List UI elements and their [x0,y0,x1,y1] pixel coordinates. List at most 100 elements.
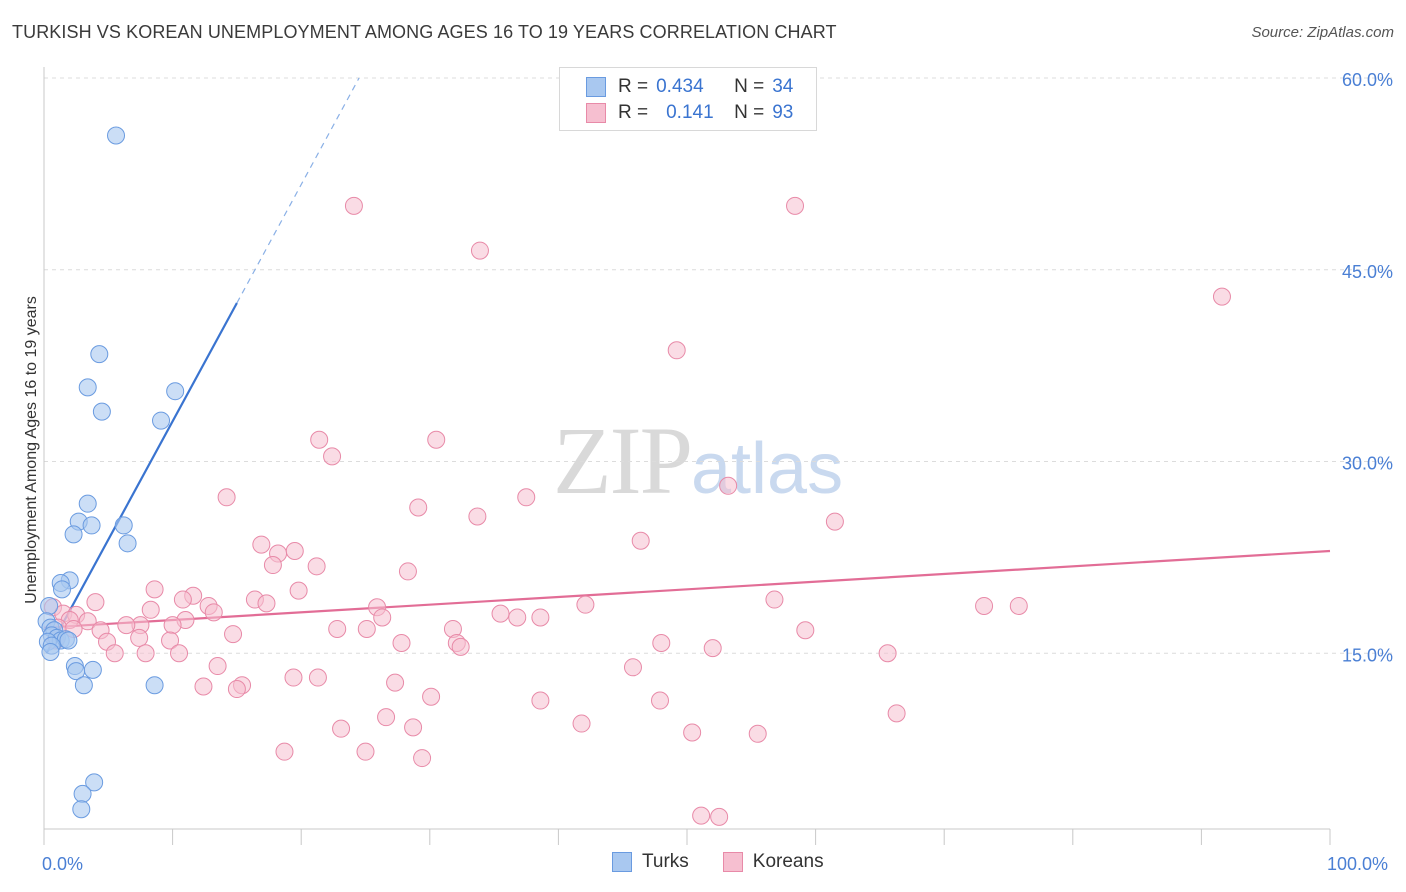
koreans-point [173,590,192,609]
koreans-point [289,581,308,600]
koreans-point [332,719,351,738]
koreans-point [357,619,376,638]
axes [43,67,1330,830]
koreans-point [86,593,105,612]
koreans-point [356,742,375,761]
legend-item-koreans: Koreans [722,851,824,873]
koreans-point [117,616,136,635]
source-credit: Source: ZipAtlas.com [1251,24,1394,41]
turks-point [85,773,104,792]
koreans-point [285,541,304,560]
chart-title: TURKISH VS KOREAN UNEMPLOYMENT AMONG AGE… [12,22,837,42]
turks-swatch [586,77,606,97]
koreans-point [78,612,97,631]
koreans-point [422,687,441,706]
koreans-point [310,430,329,449]
koreans-point [130,628,149,647]
koreans-point [468,507,487,526]
legend-item-turks: Turks [612,851,689,873]
koreans-point [491,604,510,623]
koreans-point [652,634,671,653]
turks-point [152,411,171,430]
koreans-point [683,723,702,742]
koreans-point [163,616,182,635]
turks-point [107,126,126,145]
x-tick-label-max: 100.0% [1327,854,1388,874]
turks-point [78,494,97,513]
koreans-point [227,680,246,699]
y-tick-label: 15.0% [1342,645,1393,665]
koreans-point [748,724,767,743]
x-ticks [43,829,1331,845]
turks-point [166,382,185,401]
koreans-legend-swatch [722,852,743,872]
legend-row-turks: R = 0.434 N = 34 [586,75,793,99]
legend-row-koreans: R = 0.141 N = 93 [586,101,793,125]
koreans-point [796,621,815,640]
koreans-point [373,608,392,627]
koreans-point [145,580,164,599]
koreans-r-value: 0.141 [666,102,714,123]
series-legend: Turks Koreans [612,851,858,873]
koreans-point [105,644,124,663]
koreans-point [284,668,303,687]
turks-trend-extension [236,77,360,304]
koreans-points [44,196,1231,826]
koreans-point [194,677,213,696]
koreans-point [409,498,428,517]
koreans-point [667,341,686,360]
koreans-point [377,708,396,727]
y-tick-label: 45.0% [1342,262,1393,282]
koreans-point [257,594,276,613]
koreans-point [141,600,160,619]
koreans-point [307,557,326,576]
koreans-legend-label: Koreans [752,851,824,872]
koreans-point [208,657,227,676]
turks-n-value: 34 [772,76,794,97]
koreans-point [975,596,994,615]
koreans-point [887,704,906,723]
turks-point [53,580,72,599]
koreans-point [825,512,844,531]
koreans-point [650,691,669,710]
koreans-point [710,807,729,826]
koreans-point [531,608,550,627]
turks-point [118,534,137,553]
turks-r-label: R = [618,76,649,97]
turks-point [114,516,133,535]
x-tick-label-min: 0.0% [42,854,83,874]
koreans-r-label: R = [618,102,649,123]
koreans-point [398,562,417,581]
koreans-point [136,644,155,663]
koreans-point [631,531,650,550]
y-tick-label: 30.0% [1342,454,1393,474]
watermark-atlas: atlas [691,429,844,509]
koreans-point [308,668,327,687]
turks-legend-swatch [612,852,632,872]
koreans-point [344,196,363,215]
turks-point [145,676,164,695]
koreans-point [224,625,243,644]
koreans-point [517,488,536,507]
turks-point [83,660,102,679]
turks-point [73,784,92,803]
y-axis-label: Unemployment Among Ages 16 to 19 years [23,296,40,604]
koreans-point [1009,596,1028,615]
koreans-point [576,595,595,614]
turks-point [72,800,91,819]
koreans-point [878,644,897,663]
koreans-trend-line [43,549,1331,629]
y-tick-label: 60.0% [1342,70,1393,90]
koreans-swatch [586,103,606,123]
koreans-point [275,742,294,761]
turks-r-value: 0.434 [656,76,704,97]
koreans-point [451,637,470,656]
watermark: ZIPatlas [553,405,843,516]
koreans-point [765,590,784,609]
koreans-point [263,556,282,575]
turks-legend-label: Turks [642,851,689,872]
koreans-point [170,644,189,663]
correlation-legend: R = 0.434 N = 34 R = 0.141 N = 93 [559,67,817,131]
turks-point [74,676,93,695]
